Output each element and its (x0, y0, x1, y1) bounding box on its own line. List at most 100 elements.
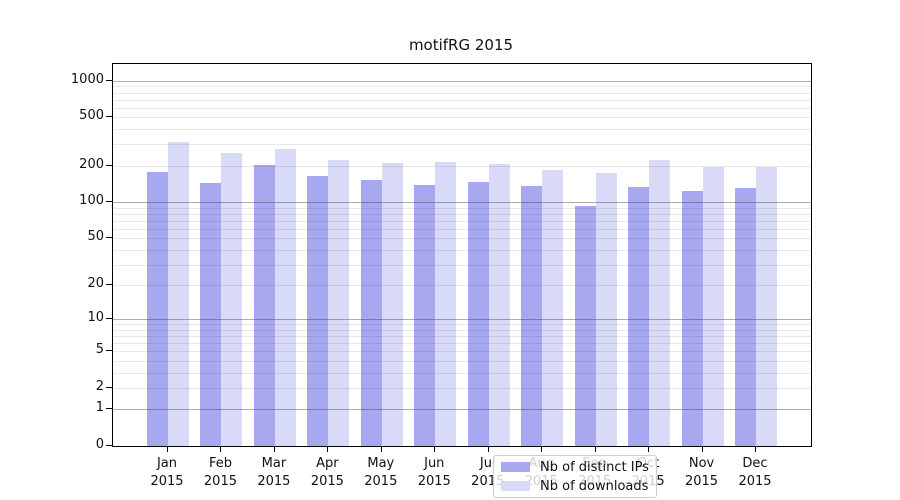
bar-distinct-ips-sep (574, 206, 596, 446)
chart-title: motifRG 2015 (408, 36, 514, 54)
bar-distinct-ips-mar (253, 164, 275, 446)
x-tick-jan (167, 446, 168, 452)
bar-distinct-ips-oct (628, 186, 650, 446)
bar-downloads-jun (435, 162, 457, 446)
bar-distinct-ips-jan (147, 171, 168, 446)
gridline-minor-60 (113, 228, 811, 230)
x-tick-label-year-feb: 2015 (203, 474, 237, 489)
y-tick-10 (106, 318, 112, 320)
x-tick-label-month-nov: Nov (688, 456, 715, 471)
x-tick-label-year-nov: 2015 (684, 474, 719, 489)
legend-entry-downloads: Nb of downloads (501, 479, 656, 494)
gridline-minor-600 (113, 107, 811, 109)
x-tick-apr (327, 446, 329, 452)
y-tick-label-5: 5 (95, 342, 104, 358)
x-tick-may (380, 446, 382, 452)
y-tick-label-200: 200 (79, 156, 104, 172)
x-tick-label-month-may: May (367, 456, 395, 471)
y-tick-1000 (106, 79, 112, 81)
bar-downloads-jan (168, 141, 189, 446)
bar-distinct-ips-aug (521, 185, 543, 446)
gridline-minor-900 (113, 86, 811, 88)
y-tick-label-50: 50 (87, 229, 104, 245)
x-tick-oct (648, 446, 650, 452)
y-tick-label-0: 0 (95, 437, 104, 452)
x-tick-label-year-dec: 2015 (738, 474, 772, 489)
bar-downloads-oct (649, 160, 671, 446)
legend-entry-distinct-ips: Nb of distinct IPs (501, 460, 656, 475)
gridline-minor-200 (113, 165, 811, 167)
x-tick-aug (541, 446, 543, 452)
x-tick-jul (487, 446, 489, 452)
y-tick-label-100: 100 (79, 193, 104, 209)
bar-distinct-ips-apr (307, 175, 329, 446)
plot-area: Nb of distinct IPs Nb of downloads (112, 63, 812, 498)
gridline-minor-7 (113, 336, 811, 338)
bar-distinct-ips-feb (200, 182, 222, 446)
legend: Nb of distinct IPs Nb of downloads (493, 455, 657, 498)
gridline-minor-8 (113, 329, 811, 331)
bar-distinct-ips-may (360, 179, 382, 446)
bar-downloads-mar (274, 148, 296, 446)
y-tick-label-20: 20 (87, 276, 104, 292)
x-tick-label-year-mar: 2015 (257, 474, 291, 489)
legend-swatch-downloads (501, 481, 530, 491)
gridline-minor-9 (113, 324, 811, 326)
legend-label-downloads: Nb of downloads (540, 478, 649, 494)
gridline-minor-5 (113, 351, 811, 353)
y-tick-50 (106, 237, 112, 239)
x-tick-label-year-apr: 2015 (310, 474, 344, 489)
x-tick-label-nov: Nov 2015 (675, 455, 729, 491)
gridline-minor-800 (113, 92, 811, 94)
x-tick-sep (594, 446, 596, 452)
gridline-minor-6 (113, 343, 811, 345)
gridline-major-10 (113, 319, 811, 321)
x-tick-label-jan: Jan 2015 (140, 455, 194, 491)
bar-distinct-ips-jun (414, 185, 436, 446)
bar-downloads-jul (488, 164, 510, 446)
legend-label-distinct-ips: Nb of distinct IPs (540, 459, 649, 475)
gridline-minor-80 (113, 213, 811, 215)
y-tick-100 (106, 201, 112, 203)
y-tick-label-500: 500 (79, 108, 104, 124)
bar-distinct-ips-nov (681, 190, 703, 446)
x-tick-label-year-may: 2015 (364, 474, 398, 489)
y-tick-label-2: 2 (95, 378, 104, 394)
bar-downloads-aug (542, 170, 564, 446)
x-tick-jun (434, 446, 436, 452)
gridline-major-100 (113, 202, 811, 204)
x-tick-label-month-jul: Jul (479, 456, 496, 471)
y-tick-label-10: 10 (87, 310, 104, 326)
gridline-minor-40 (113, 249, 811, 251)
bar-distinct-ips-dec (735, 187, 756, 446)
x-tick-label-feb: Feb 2015 (193, 455, 247, 491)
gridline-major-1000 (113, 80, 811, 82)
gridline-minor-700 (113, 99, 811, 101)
y-tick-0 (106, 445, 112, 446)
gridline-minor-2 (113, 387, 811, 389)
x-tick-label-month-dec: Dec (742, 456, 768, 471)
x-tick-mar (273, 446, 275, 452)
x-tick-label-month-jun: Jun (424, 456, 445, 471)
x-tick-label-year-jan: 2015 (150, 474, 184, 489)
gridline-minor-90 (113, 207, 811, 209)
x-tick-label-dec: Dec 2015 (728, 455, 782, 491)
x-tick-label-jun: Jun 2015 (407, 455, 461, 491)
bar-downloads-apr (328, 160, 350, 446)
gridline-minor-3 (113, 372, 811, 374)
gridline-minor-70 (113, 220, 811, 222)
gridline-minor-30 (113, 264, 811, 266)
bar-downloads-sep (595, 172, 617, 446)
x-tick-label-month-apr: Apr (316, 456, 339, 471)
x-tick-nov (701, 446, 703, 452)
bar-downloads-feb (221, 152, 243, 446)
y-tick-label-1000: 1000 (70, 71, 104, 87)
y-tick-label-1: 1 (95, 400, 104, 416)
gridline-minor-500 (113, 117, 811, 119)
y-tick-1 (106, 408, 112, 410)
gridline-minor-20 (113, 285, 811, 287)
x-tick-label-year-jun: 2015 (417, 474, 451, 489)
x-tick-label-may: May 2015 (354, 455, 408, 491)
y-tick-200 (106, 164, 112, 166)
